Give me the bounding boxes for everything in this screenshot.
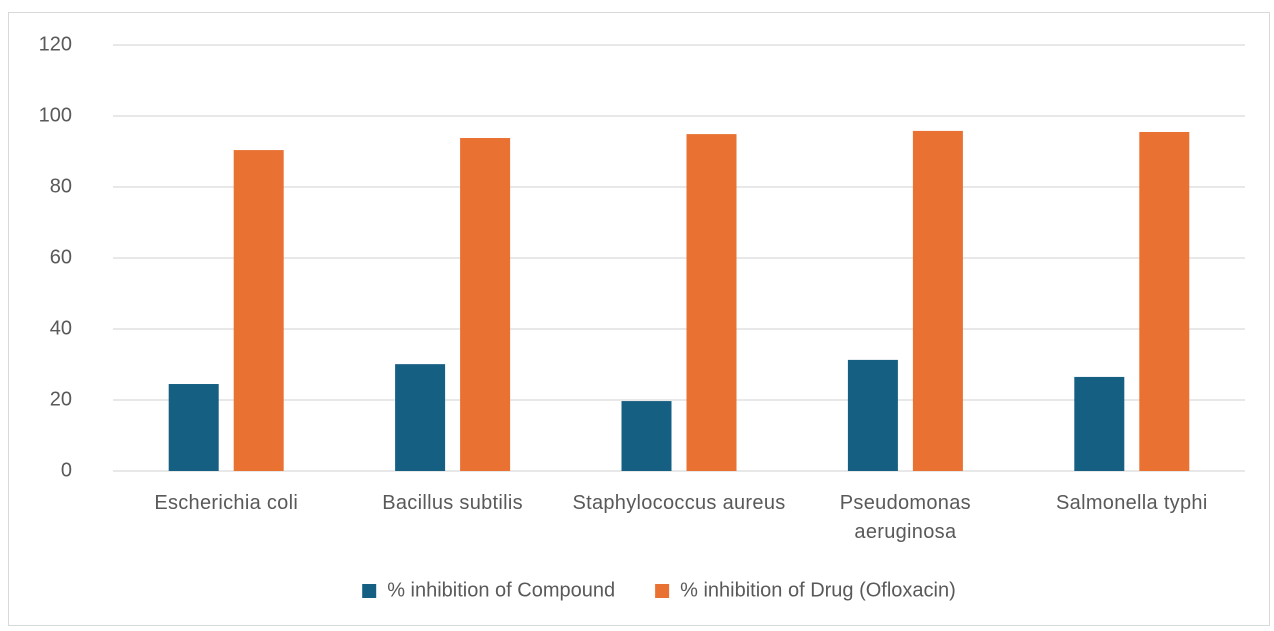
y-tick-label: 0	[61, 459, 72, 481]
bar	[912, 130, 963, 471]
y-tick-label: 100	[39, 104, 72, 126]
legend-label: % inhibition of Compound	[387, 579, 615, 601]
bar	[847, 359, 898, 471]
bar	[460, 138, 511, 471]
y-tick-label: 120	[39, 33, 72, 55]
bar	[395, 364, 446, 471]
x-tick-label: Bacillus subtilis	[382, 492, 523, 514]
y-tick-label: 20	[50, 388, 72, 410]
legend-swatch	[655, 584, 670, 598]
bar	[621, 401, 672, 471]
chart-frame	[8, 12, 1270, 626]
x-tick-label: Staphylococcus aureus	[572, 492, 786, 514]
x-tick-label: Pseudomonas aeruginosa	[839, 492, 971, 543]
bar	[686, 134, 737, 472]
bar	[168, 384, 219, 471]
x-tick-label: Salmonella typhi	[1056, 492, 1208, 514]
legend-label: % inhibition of Drug (Ofloxacin)	[680, 579, 956, 601]
y-tick-label: 80	[50, 175, 72, 197]
legend-swatch	[362, 584, 377, 598]
bar	[1139, 131, 1190, 471]
y-tick-label: 40	[50, 317, 72, 339]
bar	[233, 150, 284, 471]
bar	[1074, 376, 1125, 471]
x-tick-label: Escherichia coli	[154, 492, 299, 514]
y-tick-label: 60	[50, 246, 72, 268]
